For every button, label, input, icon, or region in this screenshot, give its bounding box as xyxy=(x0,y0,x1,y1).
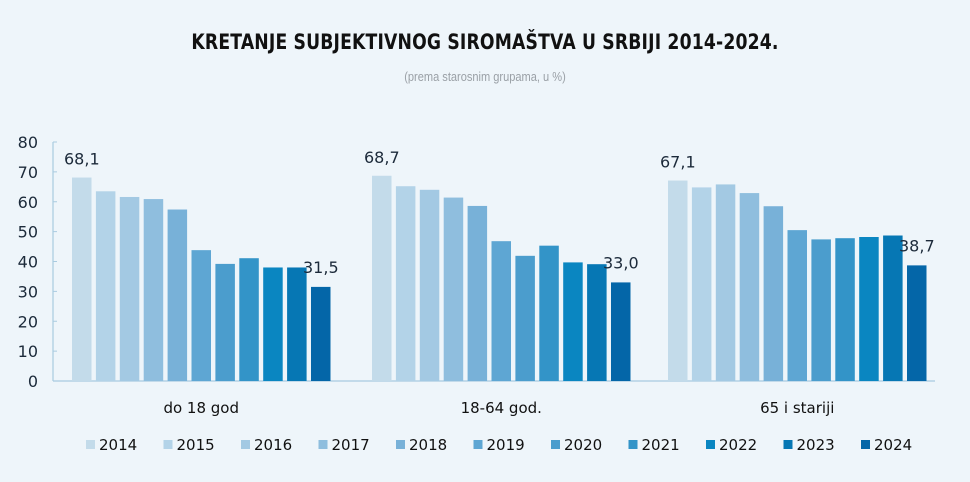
y-tick-label: 50 xyxy=(18,223,38,242)
legend-swatch xyxy=(473,440,483,449)
legend-swatch xyxy=(163,440,173,449)
bar xyxy=(787,230,807,381)
legend-label: 2019 xyxy=(487,436,525,454)
y-tick-label: 10 xyxy=(18,342,38,361)
x-axis-categories: do 18 god 18-64 god. 65 i stariji xyxy=(163,399,834,417)
bar xyxy=(287,267,307,381)
legend-swatch xyxy=(628,440,638,449)
bar xyxy=(668,180,688,381)
bar xyxy=(883,235,903,381)
x-category-label: do 18 god xyxy=(163,399,239,417)
legend-label: 2017 xyxy=(332,436,370,454)
data-label: 38,7 xyxy=(899,236,935,255)
data-label: 68,1 xyxy=(64,150,100,169)
bar xyxy=(739,193,760,381)
legend-label: 2021 xyxy=(642,436,680,454)
bar xyxy=(467,205,488,381)
bar xyxy=(143,199,164,381)
legend-swatch xyxy=(706,440,715,449)
bar xyxy=(491,241,511,381)
bar xyxy=(372,175,392,381)
bar xyxy=(263,267,283,381)
bar xyxy=(419,189,440,381)
legend-swatch xyxy=(86,440,95,449)
y-tick-label: 40 xyxy=(18,253,38,272)
legend-swatch xyxy=(241,440,250,449)
bar xyxy=(811,239,831,381)
bar xyxy=(715,184,736,381)
bar xyxy=(611,282,631,381)
x-category-label: 65 i stariji xyxy=(760,399,834,417)
data-label: 31,5 xyxy=(303,258,339,277)
bars xyxy=(72,175,927,381)
legend-label: 2016 xyxy=(254,436,292,454)
legend-swatch xyxy=(551,440,560,449)
data-label: 33,0 xyxy=(603,253,639,272)
data-label: 67,1 xyxy=(660,153,696,172)
chart-title: KRETANJE SUBJEKTIVNOG SIROMAŠTVA U SRBIJ… xyxy=(191,30,779,54)
legend-swatch xyxy=(396,440,405,449)
legend-label: 2015 xyxy=(177,436,215,454)
bar xyxy=(691,187,712,381)
legend-label: 2022 xyxy=(719,436,757,454)
bar xyxy=(539,245,559,381)
bar xyxy=(215,263,235,381)
y-tick-label: 20 xyxy=(18,312,38,331)
bar xyxy=(515,255,535,381)
legend-label: 2024 xyxy=(874,436,912,454)
legend-swatch xyxy=(318,440,328,449)
bar xyxy=(72,177,92,381)
chart-subtitle: (prema starosnim grupama, u %) xyxy=(404,69,566,84)
data-labels: 68,1 31,5 68,7 33,0 67,1 38,7 xyxy=(64,148,935,277)
legend-label: 2023 xyxy=(797,436,835,454)
bar xyxy=(311,286,331,381)
y-tick-label: 0 xyxy=(28,372,38,391)
bar xyxy=(443,197,464,381)
bar xyxy=(907,265,927,381)
legend: 2014 2015 2016 2017 2018 2019 2020 2021 2022 2023… xyxy=(86,436,912,454)
bar xyxy=(239,258,259,381)
legend-swatch xyxy=(783,440,793,449)
legend-label: 2014 xyxy=(99,436,137,454)
bar xyxy=(587,264,607,381)
bar xyxy=(859,237,879,381)
legend-label: 2018 xyxy=(409,436,447,454)
x-category-label: 18-64 god. xyxy=(461,399,542,417)
bar xyxy=(95,191,116,381)
y-tick-label: 80 xyxy=(18,133,38,152)
bar xyxy=(835,238,855,381)
bar xyxy=(119,196,140,381)
bar xyxy=(563,262,583,381)
y-tick-label: 60 xyxy=(18,193,38,212)
legend-swatch xyxy=(861,440,870,449)
bar xyxy=(395,186,416,381)
bar xyxy=(167,209,188,381)
y-tick-label: 30 xyxy=(18,282,38,301)
y-tick-label: 70 xyxy=(18,163,38,182)
bar xyxy=(763,206,784,381)
data-label: 68,7 xyxy=(364,148,400,167)
legend-label: 2020 xyxy=(564,436,602,454)
bar xyxy=(191,250,211,381)
